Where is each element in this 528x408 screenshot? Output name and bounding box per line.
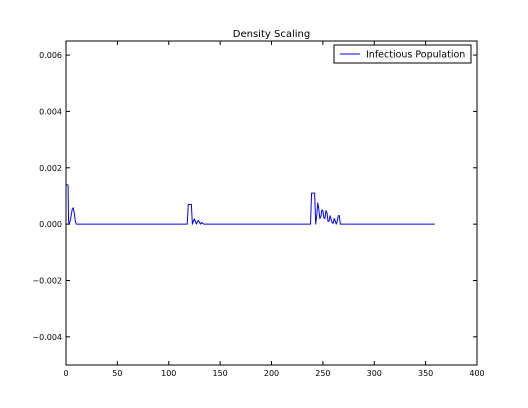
y-tick-label: −0.002: [32, 276, 62, 285]
x-tick-label: 0: [63, 369, 68, 378]
y-tick-label: 0.006: [39, 51, 62, 60]
x-tick-label: 350: [418, 369, 433, 378]
legend-label-infectious-population: Infectious Population: [366, 50, 465, 61]
x-tick-label: 150: [212, 369, 227, 378]
x-tick-label: 300: [367, 369, 382, 378]
y-tick-label: 0.000: [39, 220, 62, 229]
x-tick-label: 250: [315, 369, 330, 378]
y-tick-label: 0.002: [39, 164, 62, 173]
x-tick-label: 100: [161, 369, 176, 378]
y-tick-label: 0.004: [39, 107, 62, 116]
series-layer: [66, 184, 435, 225]
series-line-0: [66, 184, 435, 225]
y-tick-label: −0.004: [32, 333, 62, 342]
x-tick-label: 200: [264, 369, 279, 378]
plot-area-frame: [65, 40, 478, 366]
chart-title: Density Scaling: [233, 29, 310, 40]
x-tick-label: 50: [112, 369, 122, 378]
legend-box: [333, 44, 472, 64]
legend: Infectious Population: [333, 44, 472, 64]
x-tick-label: 400: [469, 369, 484, 378]
